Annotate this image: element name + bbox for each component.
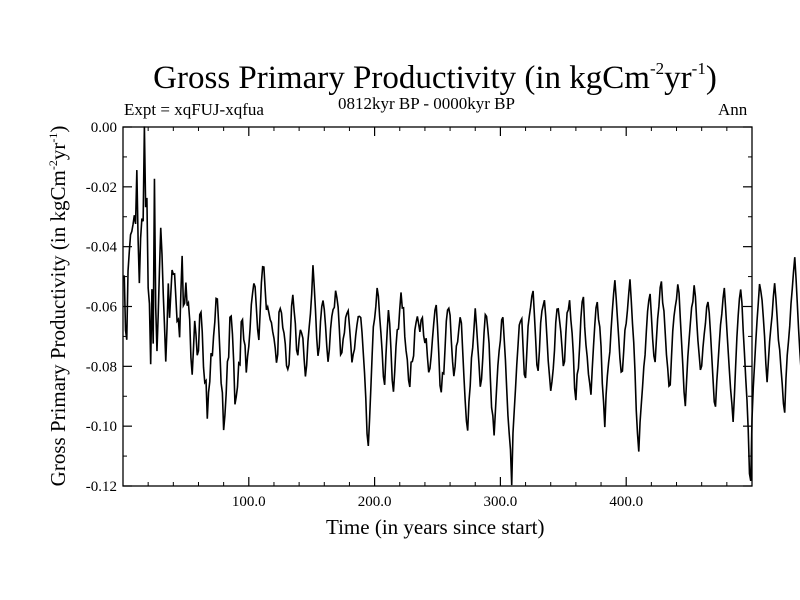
season-label: Ann xyxy=(718,100,748,119)
x-tick-label: 300.0 xyxy=(484,494,518,510)
x-axis-label: Time (in years since start) xyxy=(326,515,545,539)
x-tick-label: 400.0 xyxy=(609,494,643,510)
x-tick-label: 100.0 xyxy=(232,494,266,510)
y-tick-label: -0.08 xyxy=(86,359,117,375)
chart-subtitle: 0812kyr BP - 0000kyr BP xyxy=(338,94,515,113)
gpp-series-line xyxy=(123,126,800,486)
data-series xyxy=(123,126,800,486)
title-close: ) xyxy=(705,60,717,96)
y-tick-label: -0.10 xyxy=(86,419,117,435)
title-text: Gross Primary Productivity (in kgCm xyxy=(153,60,650,96)
chart-title: Gross Primary Productivity (in kgCm-2yr-… xyxy=(0,58,800,98)
experiment-label: Expt = xqFUJ-xqfua xyxy=(124,100,264,119)
y-tick-label: -0.06 xyxy=(86,300,118,316)
title-exponent-time: -1 xyxy=(691,59,706,78)
y-tick-label: 0.00 xyxy=(91,120,117,136)
y-tick-label: -0.04 xyxy=(86,240,118,256)
axes: 100.0 200.0 300.0 400.0 0.00 -0.02 -0.04 -0.06 -… xyxy=(86,120,753,510)
title-exponent-area: -2 xyxy=(649,59,665,78)
x-tick-label: 200.0 xyxy=(358,494,392,510)
y-tick-label: -0.12 xyxy=(86,479,117,495)
y-tick-label: -0.02 xyxy=(86,180,117,196)
title-unit-yr: yr xyxy=(664,60,692,96)
